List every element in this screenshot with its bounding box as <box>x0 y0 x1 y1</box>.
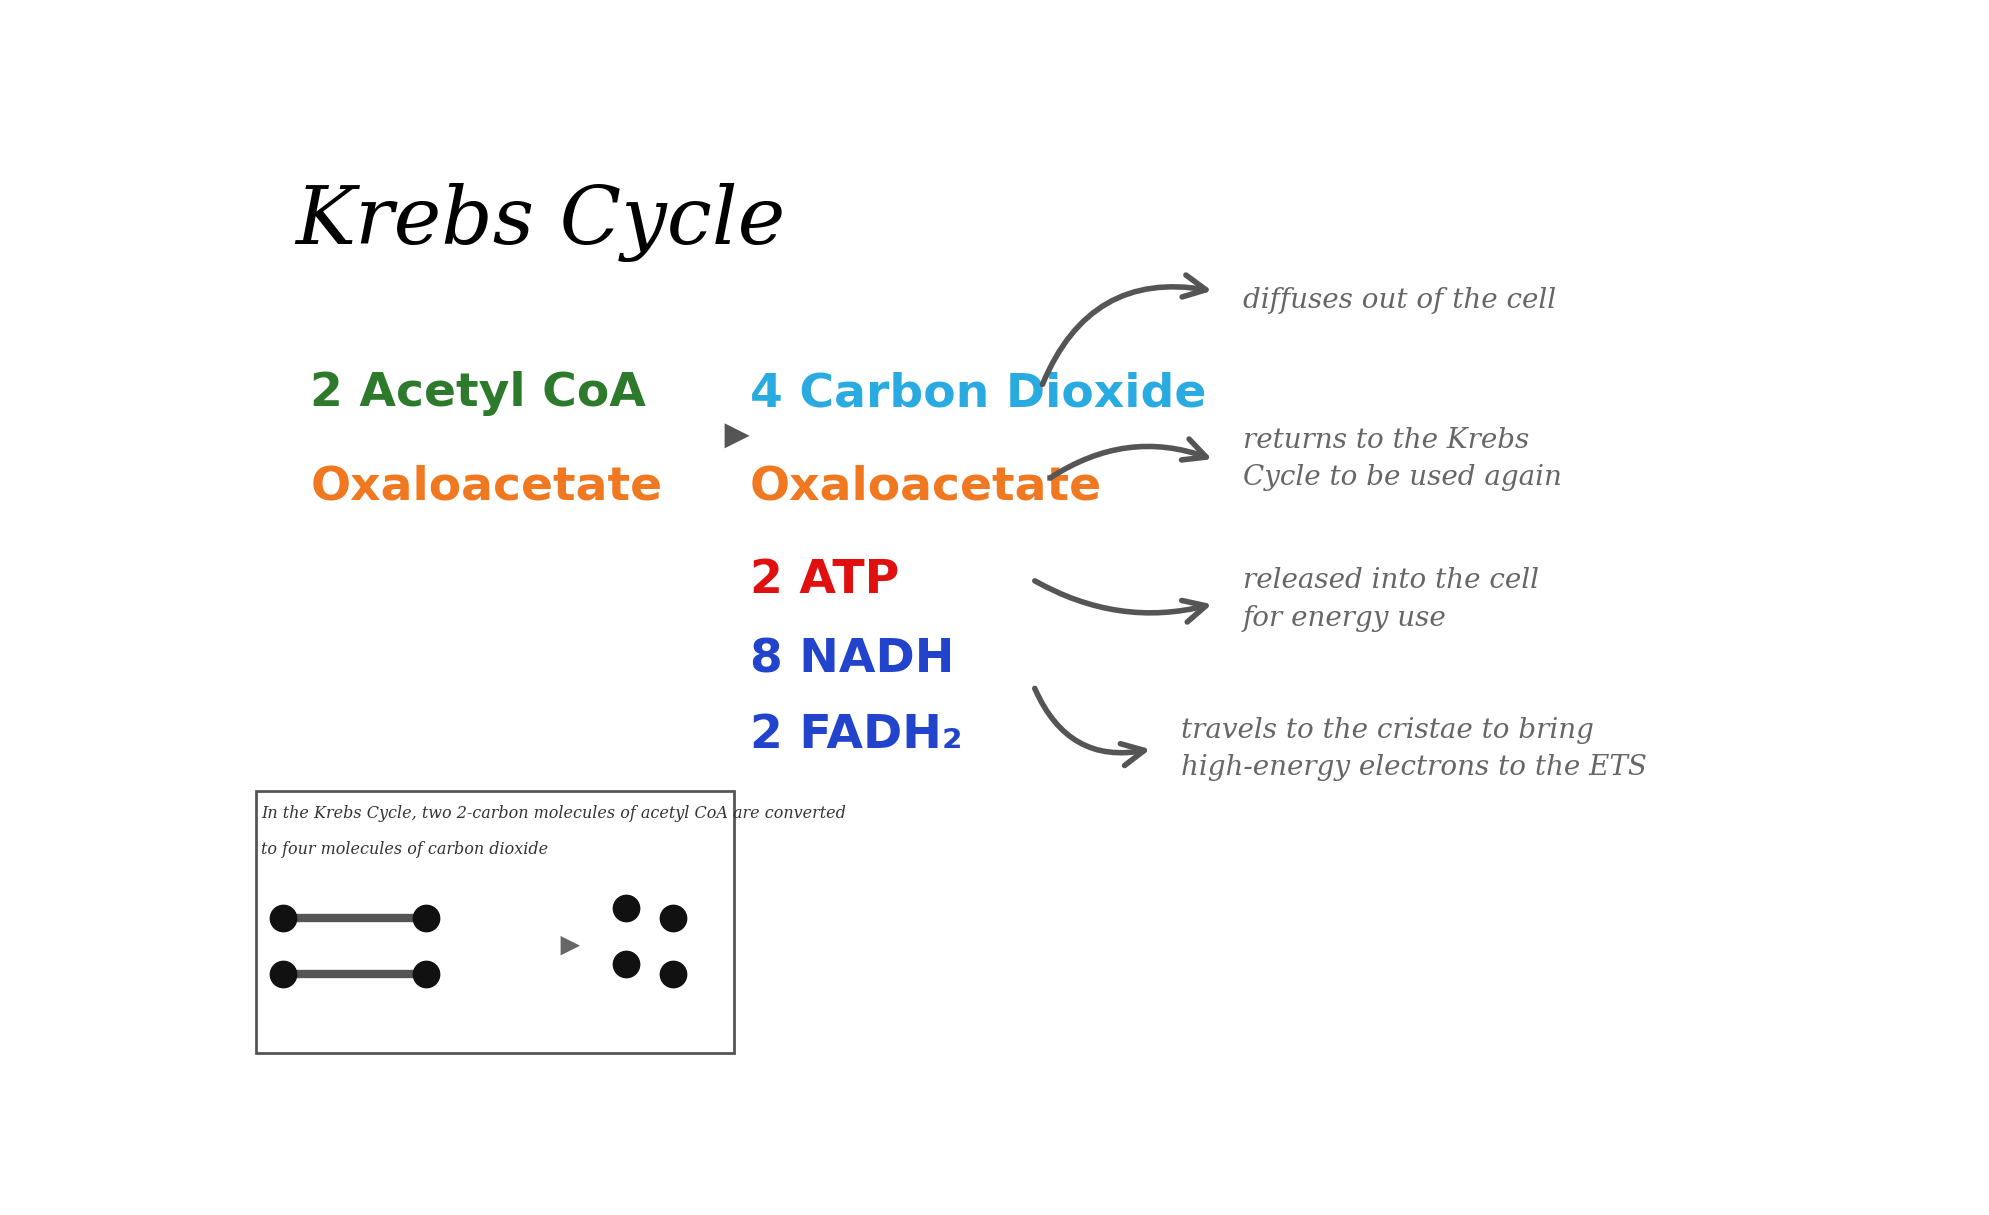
Text: returns to the Krebs
Cycle to be used again: returns to the Krebs Cycle to be used ag… <box>1243 426 1561 491</box>
Text: 2 ATP: 2 ATP <box>750 559 899 604</box>
Text: travels to the cristae to bring
high-energy electrons to the ETS: travels to the cristae to bring high-ene… <box>1181 717 1647 781</box>
Text: Krebs Cycle: Krebs Cycle <box>294 183 786 262</box>
Text: to four molecules of carbon dioxide: to four molecules of carbon dioxide <box>261 841 549 858</box>
Point <box>267 963 298 983</box>
Point <box>267 908 298 927</box>
Text: released into the cell
for energy use: released into the cell for energy use <box>1243 567 1539 632</box>
Text: Oxaloacetate: Oxaloacetate <box>310 465 662 510</box>
Point <box>410 963 442 983</box>
Point <box>656 908 688 927</box>
Text: 8 NADH: 8 NADH <box>750 638 955 683</box>
Point <box>611 955 642 974</box>
Text: diffuses out of the cell: diffuses out of the cell <box>1243 287 1555 313</box>
Text: In the Krebs Cycle, two 2-carbon molecules of acetyl CoA are converted: In the Krebs Cycle, two 2-carbon molecul… <box>261 806 845 823</box>
Point <box>410 908 442 927</box>
Text: 4 Carbon Dioxide: 4 Carbon Dioxide <box>750 372 1205 417</box>
Point <box>611 899 642 919</box>
Text: 2 FADH₂: 2 FADH₂ <box>750 713 963 758</box>
Point <box>656 963 688 983</box>
Text: 2 Acetyl CoA: 2 Acetyl CoA <box>310 372 646 417</box>
Text: Oxaloacetate: Oxaloacetate <box>750 465 1102 510</box>
